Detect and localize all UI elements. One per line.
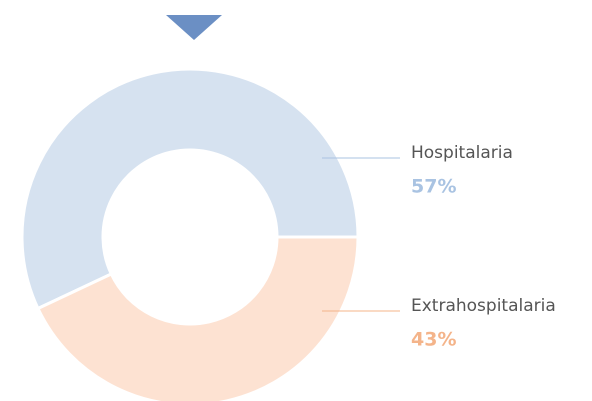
legend-label: Hospitalaria: [411, 143, 513, 163]
value-label: 43%: [411, 329, 456, 351]
pie-slice: [20, 67, 360, 311]
value-label: 57%: [411, 176, 456, 198]
pie-slice: [35, 235, 360, 401]
legend-label: Extrahospitalaria: [411, 296, 556, 316]
indicator-triangle: [166, 15, 222, 40]
